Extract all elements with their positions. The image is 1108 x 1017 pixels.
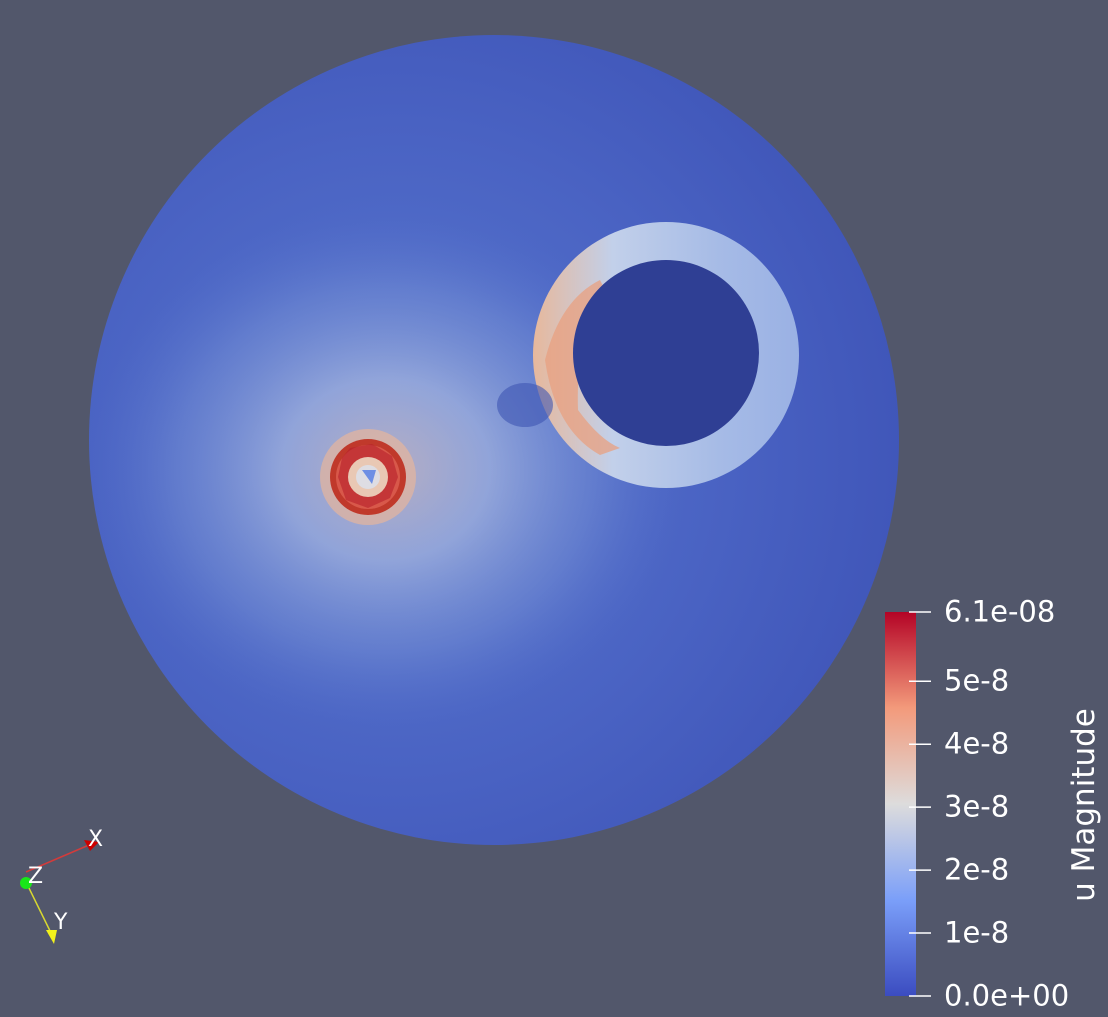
- z-axis-dot: [20, 877, 32, 889]
- colorbar-tick-label: 3e-8: [944, 789, 1010, 824]
- x-axis-line: [25, 841, 97, 873]
- colorbar-tick-label: 2e-8: [944, 852, 1010, 887]
- colorbar-tick-label: 5e-8: [944, 663, 1010, 698]
- x-axis-arrow: [84, 840, 99, 851]
- ring-crescent: [545, 280, 620, 455]
- colorbar-tick-label: 1e-8: [944, 915, 1010, 950]
- colorbar-ticks: [909, 611, 931, 997]
- colorbar-tick-label: 4e-8: [944, 726, 1010, 761]
- shadow-lobe: [497, 383, 553, 427]
- hotspot: [320, 429, 416, 525]
- y-axis-arrow: [46, 930, 57, 944]
- orientation-axes: [20, 840, 99, 944]
- z-axis-label: Z: [28, 864, 44, 889]
- colorbar: [885, 612, 916, 996]
- colorbar-tick-label: 0.0e+00: [944, 978, 1070, 1013]
- y-axis-line: [25, 881, 54, 938]
- legend-title: u Magnitude: [1066, 708, 1102, 902]
- x-axis-label: X: [88, 827, 104, 852]
- y-axis-label: Y: [54, 910, 68, 935]
- colorbar-tick-label: 6.1e-08: [944, 594, 1056, 629]
- hole: [573, 260, 759, 446]
